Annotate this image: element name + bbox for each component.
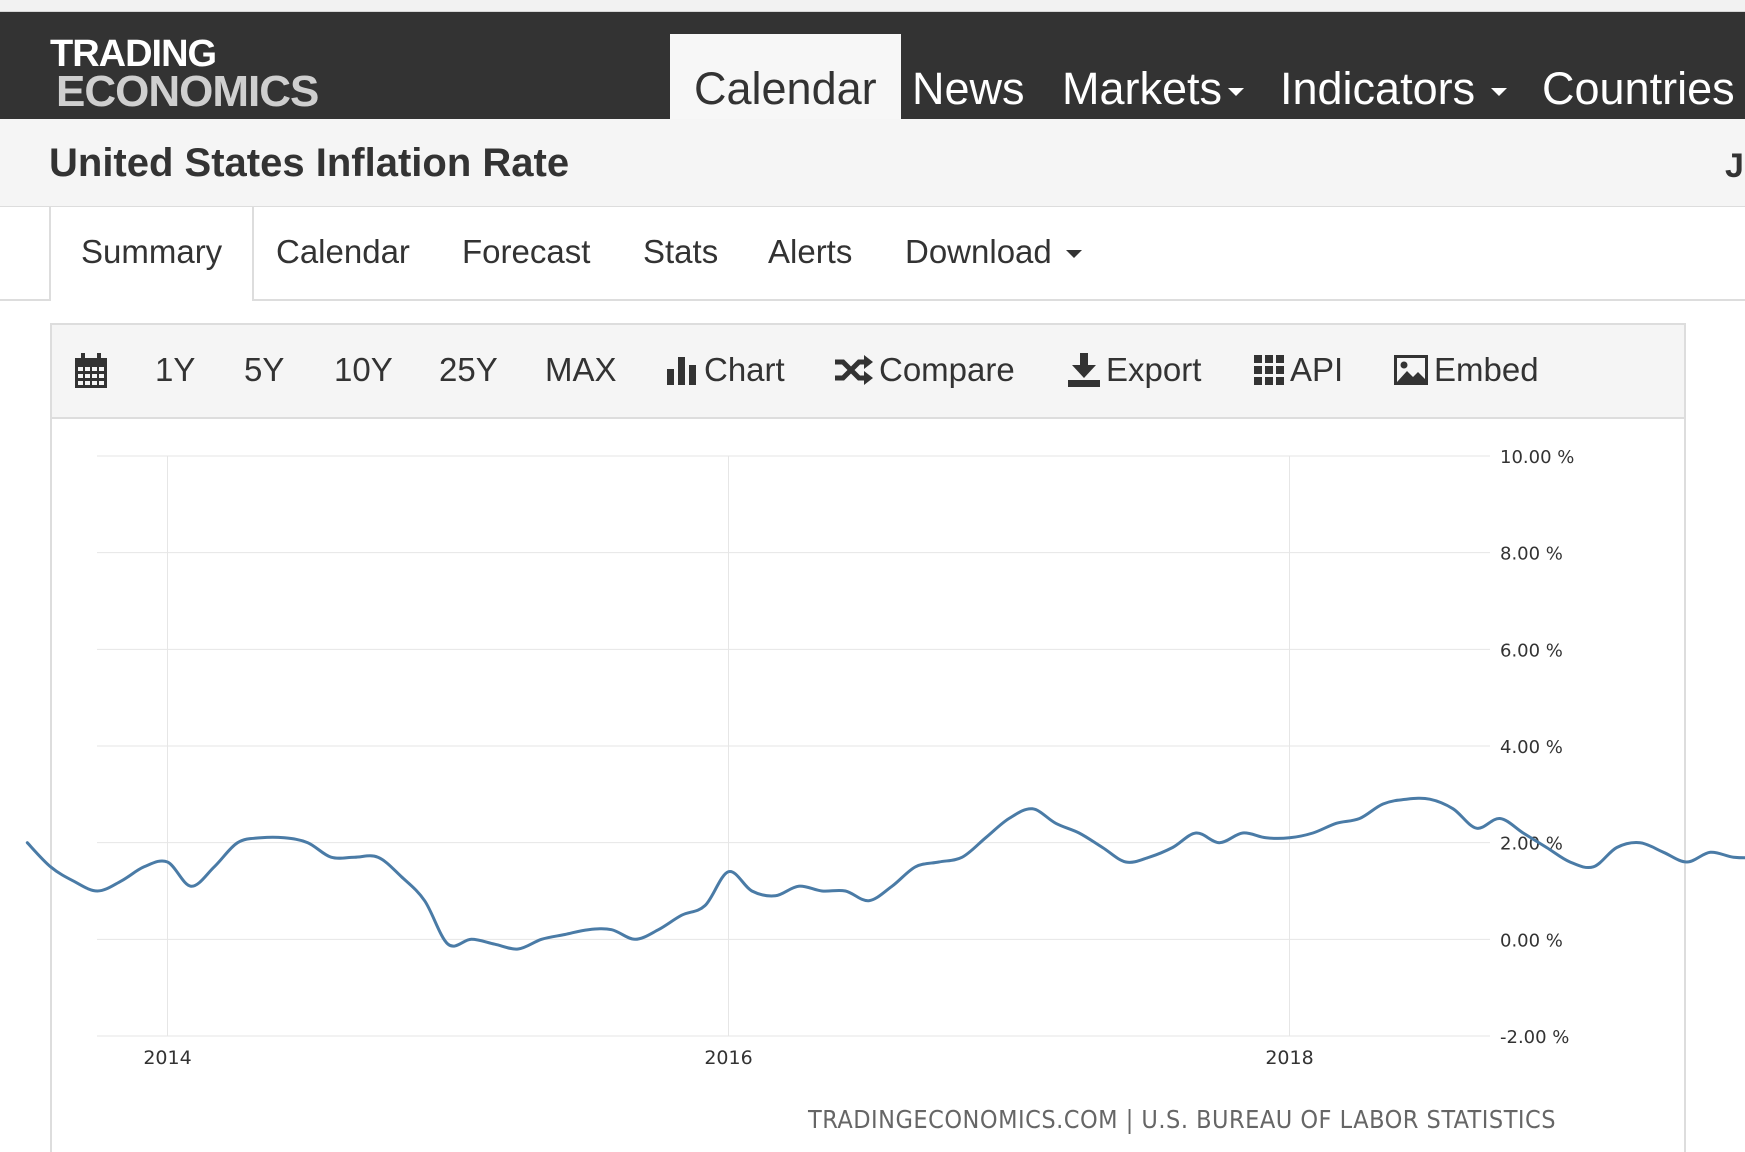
nav-indicators-label: Indicators	[1280, 63, 1476, 114]
top-strip	[0, 0, 1745, 12]
y-tick-label: 4.00 %	[1500, 737, 1563, 758]
site-logo[interactable]: TRADING ECONOMICS	[50, 33, 319, 116]
x-axis-labels: 20142016201820202022	[143, 1047, 1313, 1069]
grid-icon	[1254, 355, 1284, 385]
chevron-down-icon	[1491, 88, 1508, 97]
tab-calendar-label: Calendar	[276, 233, 410, 270]
x-tick-label: 2014	[143, 1047, 191, 1069]
range-25y-label: 25Y	[439, 351, 498, 388]
logo-line-1: TRADING	[50, 33, 217, 75]
y-tick-label: 8.00 %	[1500, 544, 1563, 565]
chart-toolbar: 1Y 5Y 10Y 25Y MAX Chart Compare Export	[50, 323, 1686, 419]
nav-countries[interactable]: Countries	[1542, 34, 1745, 119]
tab-forecast-label: Forecast	[462, 233, 591, 270]
inflation-line-chart: 10.00 %8.00 %6.00 %4.00 %2.00 %0.00 %-2.…	[25, 447, 1745, 1069]
tab-calendar[interactable]: Calendar	[276, 233, 410, 271]
date-range-picker[interactable]	[74, 353, 114, 389]
tab-alerts[interactable]: Alerts	[768, 233, 852, 271]
range-max-button[interactable]: MAX	[545, 351, 617, 389]
tab-alerts-label: Alerts	[768, 233, 853, 270]
compare-button[interactable]: Compare	[833, 351, 1015, 389]
range-5y-button[interactable]: 5Y	[244, 351, 284, 389]
range-max-label: MAX	[545, 351, 617, 388]
source-attribution[interactable]: TRADINGECONOMICS.COM | U.S. BUREAU OF LA…	[808, 1105, 1557, 1134]
top-navbar: TRADING ECONOMICS Calendar News Markets …	[0, 12, 1745, 119]
compare-label: Compare	[879, 351, 1015, 388]
chart-type-label: Chart	[704, 351, 785, 388]
range-10y-label: 10Y	[334, 351, 393, 388]
export-label: Export	[1106, 351, 1202, 388]
chevron-down-icon	[1065, 250, 1082, 259]
range-5y-label: 5Y	[244, 351, 285, 388]
nav-indicators[interactable]: Indicators	[1280, 34, 1508, 119]
range-1y-button[interactable]: 1Y	[155, 351, 195, 389]
tab-download-label: Download	[905, 233, 1052, 270]
calendar-icon	[75, 353, 107, 388]
nav-markets-label: Markets	[1062, 63, 1223, 114]
tab-summary-label: Summary	[81, 233, 223, 270]
image-icon	[1394, 355, 1428, 385]
x-tick-label: 2016	[704, 1047, 752, 1069]
tab-stats[interactable]: Stats	[643, 233, 718, 271]
y-tick-label: 10.00 %	[1500, 447, 1574, 468]
horizontal-gridlines	[97, 455, 1490, 1037]
chevron-down-icon	[1228, 88, 1245, 97]
nav-news[interactable]: News	[912, 34, 1025, 119]
range-1y-label: 1Y	[155, 351, 196, 388]
y-tick-label: 6.00 %	[1500, 640, 1563, 661]
chart-type-button[interactable]: Chart	[666, 351, 785, 389]
x-tick-label: 2018	[1265, 1047, 1313, 1069]
nav-countries-label: Countries	[1542, 63, 1735, 114]
tab-forecast[interactable]: Forecast	[462, 233, 590, 271]
download-icon	[1068, 353, 1100, 387]
bar-chart-icon	[667, 357, 696, 385]
y-tick-label: 0.00 %	[1500, 930, 1563, 951]
logo-line-2: ECONOMICS	[56, 67, 319, 116]
y-tick-label: -2.00 %	[1500, 1027, 1569, 1048]
api-label: API	[1290, 351, 1344, 388]
embed-label: Embed	[1434, 351, 1539, 388]
section-tabs: Summary Calendar Forecast Stats Alerts D…	[0, 207, 1745, 303]
nav-calendar[interactable]: Calendar	[670, 34, 901, 119]
date-label: Ju	[1725, 147, 1745, 185]
title-bar: United States Inflation Rate Ju	[0, 119, 1745, 207]
chart-panel	[50, 419, 1686, 1152]
embed-button[interactable]: Embed	[1394, 351, 1539, 389]
export-button[interactable]: Export	[1068, 351, 1201, 389]
inflation-series-line	[25, 796, 1745, 951]
range-25y-button[interactable]: 25Y	[439, 351, 498, 389]
tab-download[interactable]: Download	[905, 233, 1082, 271]
range-10y-button[interactable]: 10Y	[334, 351, 393, 389]
api-button[interactable]: API	[1254, 351, 1343, 389]
nav-markets[interactable]: Markets	[1062, 34, 1245, 119]
tab-stats-label: Stats	[643, 233, 719, 270]
tab-summary[interactable]: Summary	[49, 207, 255, 303]
nav-news-label: News	[912, 63, 1025, 114]
shuffle-icon	[835, 355, 873, 385]
y-axis-labels: 10.00 %8.00 %6.00 %4.00 %2.00 %0.00 %-2.…	[1500, 447, 1574, 1048]
nav-calendar-label: Calendar	[694, 63, 877, 114]
page-title: United States Inflation Rate	[49, 141, 570, 185]
